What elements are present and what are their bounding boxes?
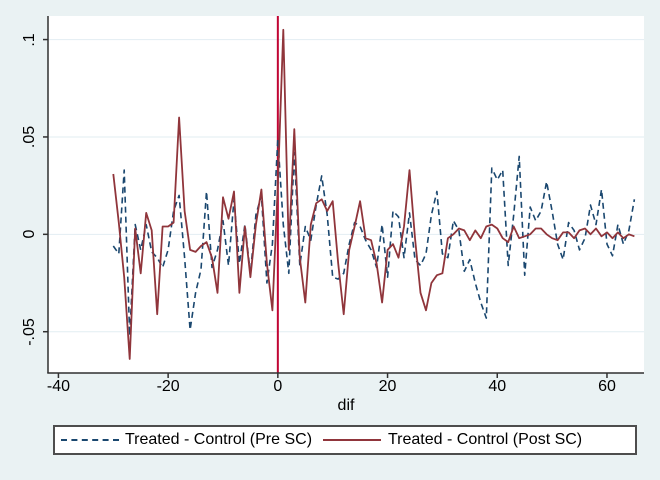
x-tick-label: 60 (598, 378, 616, 395)
legend-label-post-sc: Treated - Control (Post SC) (388, 431, 583, 448)
legend-label-pre-sc: Treated - Control (Pre SC) (125, 431, 313, 448)
y-tick-label: 0 (21, 229, 38, 239)
x-axis-title: dif (337, 397, 355, 414)
legend-line-post-sc-icon (323, 439, 381, 441)
x-tick-label: -40 (46, 378, 70, 395)
x-tick-label: 20 (378, 378, 397, 395)
series-line-pre-sc (112, 138, 636, 337)
x-tick-label: 0 (273, 378, 283, 395)
legend: Treated - Control (Pre SC) Treated - Con… (53, 425, 637, 455)
series-line-post-sc (112, 28, 635, 360)
x-tick-label: -20 (156, 378, 180, 395)
y-tick-label: -.05 (21, 317, 38, 346)
x-tick-label: 40 (488, 378, 507, 395)
plot-area (48, 16, 644, 373)
y-tick-label: .05 (21, 125, 38, 149)
y-tick-label: .1 (21, 32, 38, 47)
legend-line-pre-sc-icon (61, 439, 119, 441)
